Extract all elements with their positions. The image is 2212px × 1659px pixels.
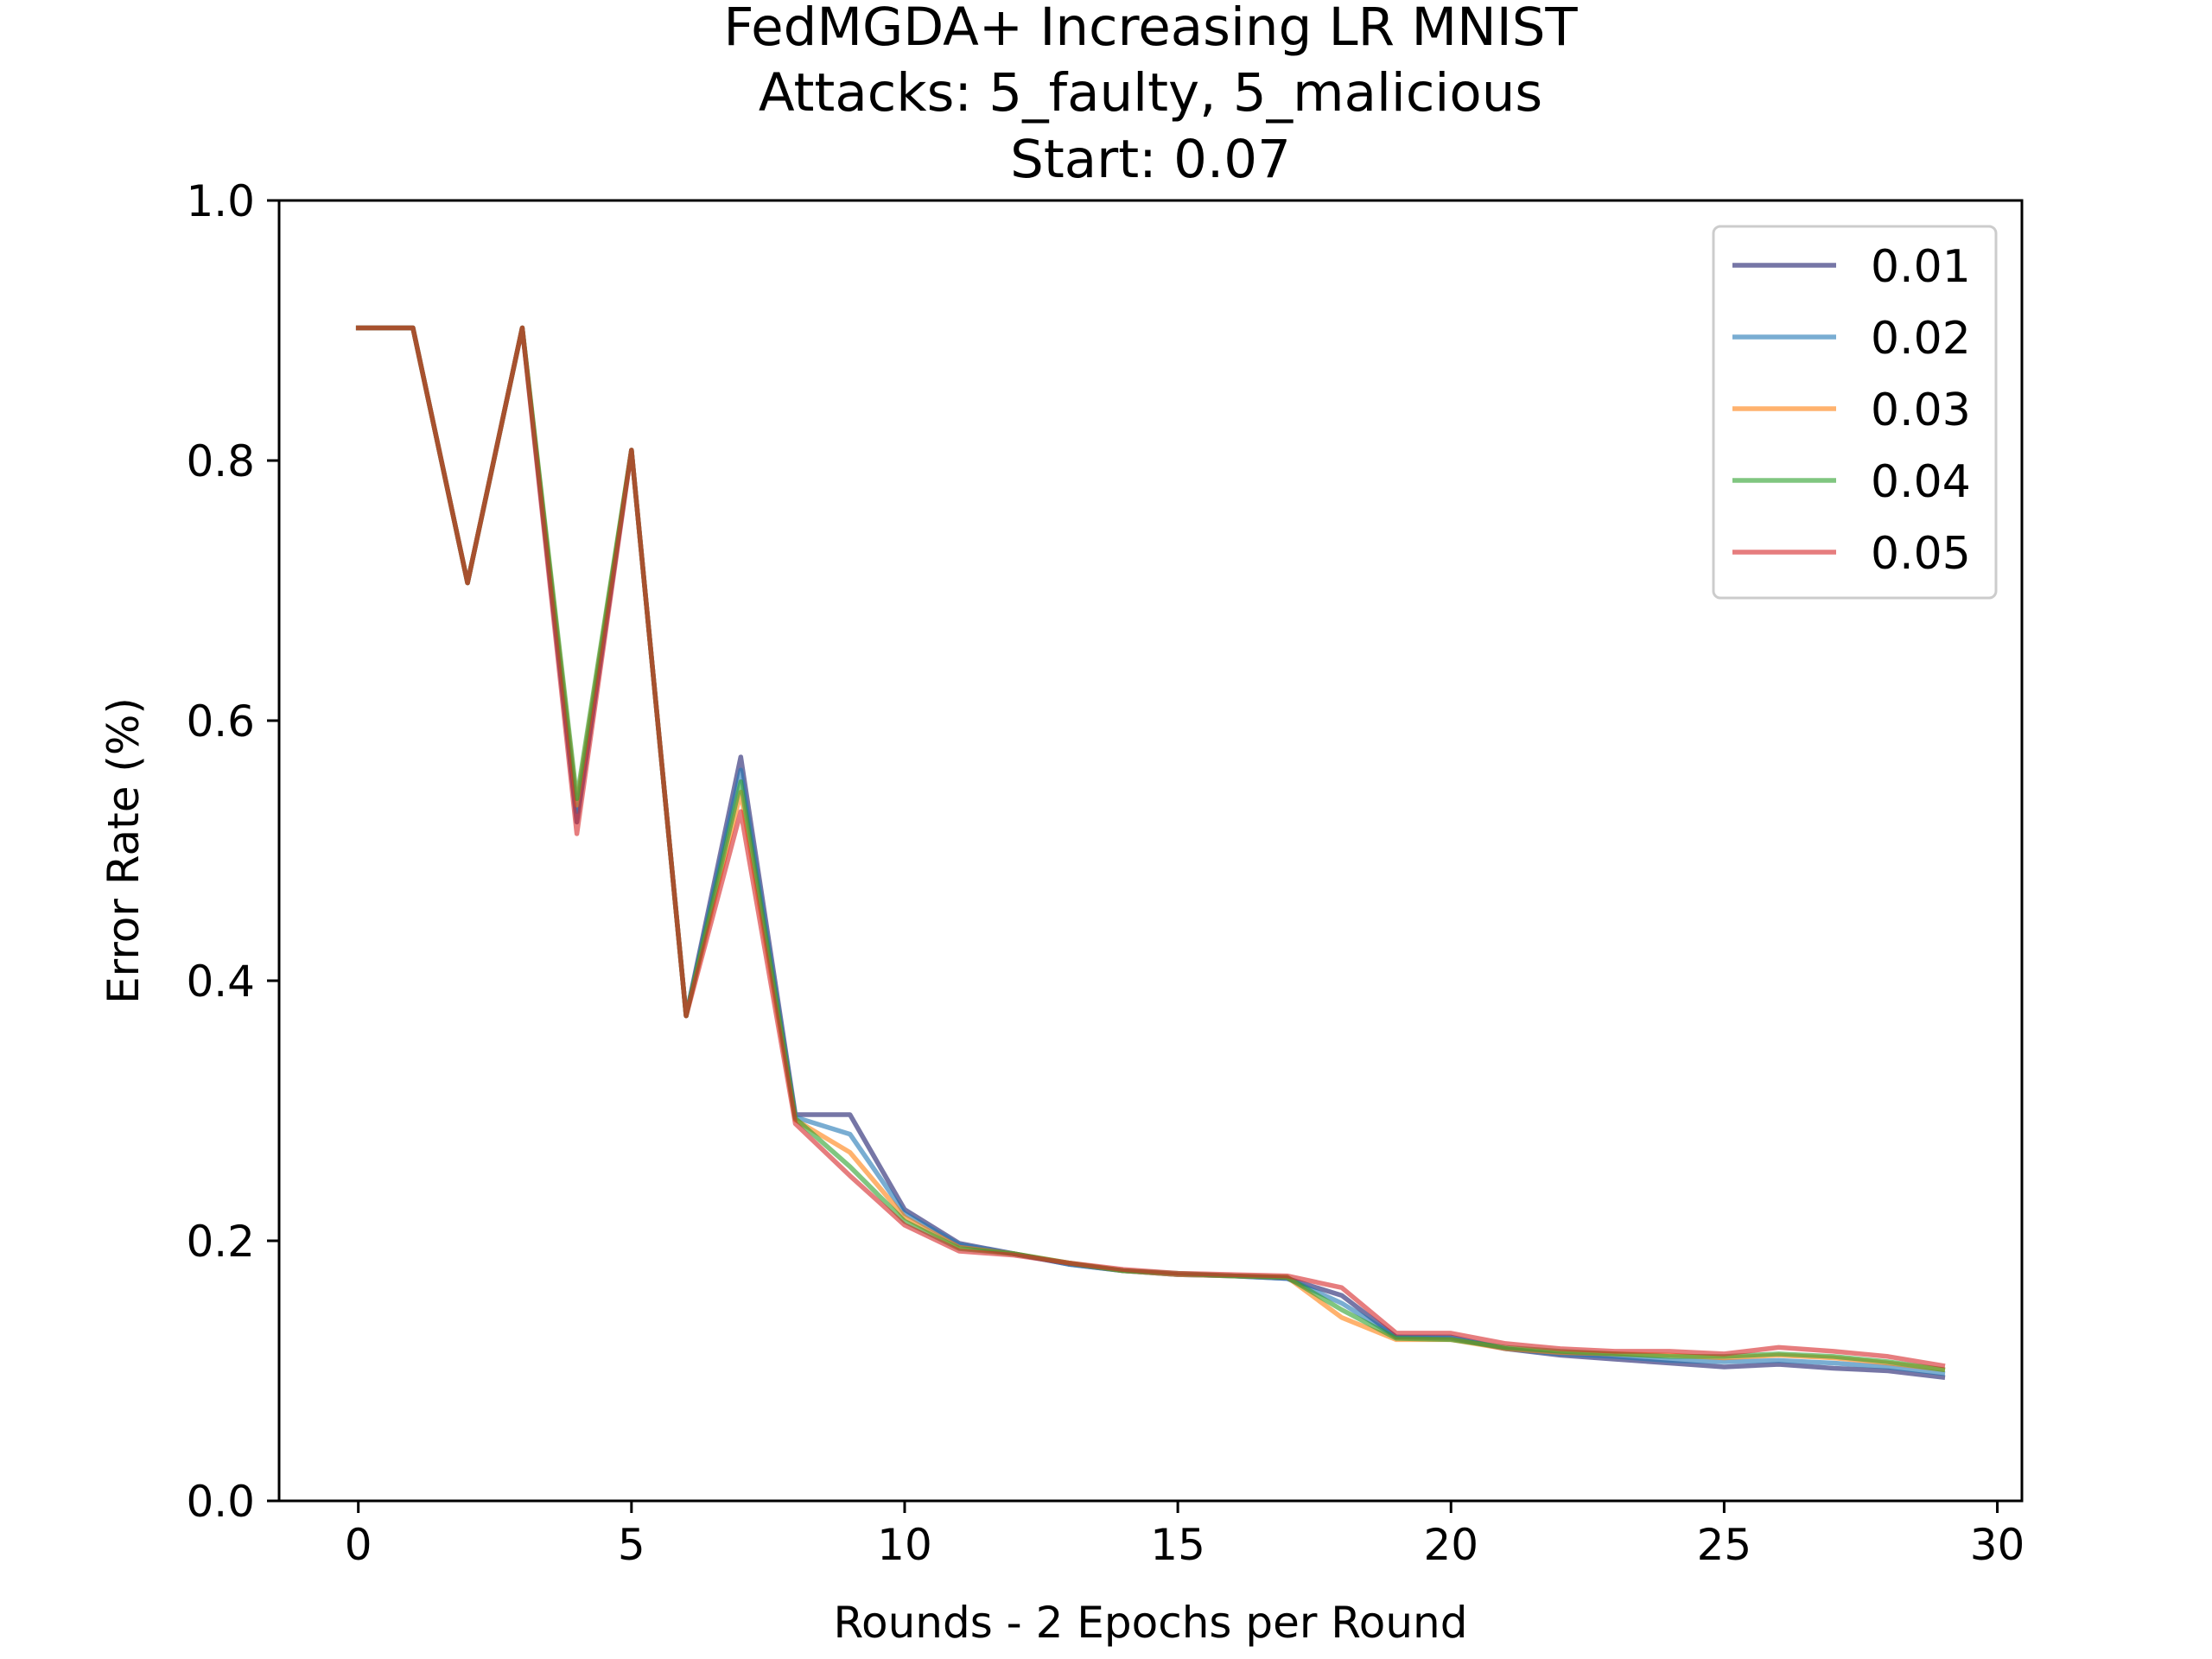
x-tick-label: 25 (1697, 1520, 1752, 1570)
series-lines (355, 325, 1946, 1381)
y-tick-label: 0.0 (186, 1477, 255, 1527)
legend-label: 0.04 (1871, 456, 1971, 508)
x-tick-label: 20 (1423, 1520, 1478, 1570)
series-line-0-05 (355, 325, 1946, 1369)
x-tick-label: 0 (345, 1520, 372, 1570)
x-axis-ticks: 0 5 10 15 20 25 30 (345, 1501, 2025, 1570)
legend-entry: 0.04 (1732, 456, 1971, 508)
x-tick-label: 5 (618, 1520, 645, 1570)
legend-label: 0.02 (1871, 313, 1971, 365)
x-axis-label: Rounds - 2 Epochs per Round (834, 1598, 1468, 1648)
x-tick-label: 30 (1970, 1520, 2025, 1570)
chart-title-line: Start: 0.07 (1010, 129, 1291, 190)
legend-box (1712, 225, 1998, 600)
legend: 0.01 0.02 0.03 0.04 0.05 (1712, 225, 1998, 600)
x-tick-label: 10 (877, 1520, 932, 1570)
y-tick-label: 0.2 (186, 1217, 255, 1267)
chart-title-line: FedMGDA+ Increasing LR MNIST (723, 0, 1578, 58)
series-line-0-01 (355, 325, 1946, 1381)
y-tick-label: 1.0 (186, 176, 255, 226)
y-axis-label: Error Rate (%) (99, 697, 149, 1004)
legend-entry: 0.02 (1732, 313, 1971, 365)
plot-frame (277, 199, 2024, 1503)
legend-entry: 0.05 (1732, 528, 1971, 580)
series-line-0-04 (355, 325, 1946, 1373)
legend-label: 0.03 (1871, 385, 1971, 436)
y-tick-label: 0.6 (186, 696, 255, 747)
legend-entry: 0.01 (1732, 241, 1971, 293)
chart-title-line: Attacks: 5_faulty, 5_malicious (759, 62, 1542, 124)
legend-label: 0.01 (1871, 241, 1971, 293)
legend-entry: 0.03 (1732, 385, 1971, 436)
y-axis-ticks: 0.0 0.2 0.4 0.6 0.8 1.0 (186, 176, 279, 1527)
series-line-0-03 (355, 325, 1946, 1373)
y-tick-label: 0.8 (186, 436, 255, 486)
series-line-0-02 (355, 325, 1946, 1376)
legend-label: 0.05 (1871, 528, 1971, 580)
x-tick-label: 15 (1150, 1520, 1205, 1570)
y-tick-label: 0.4 (186, 957, 255, 1007)
